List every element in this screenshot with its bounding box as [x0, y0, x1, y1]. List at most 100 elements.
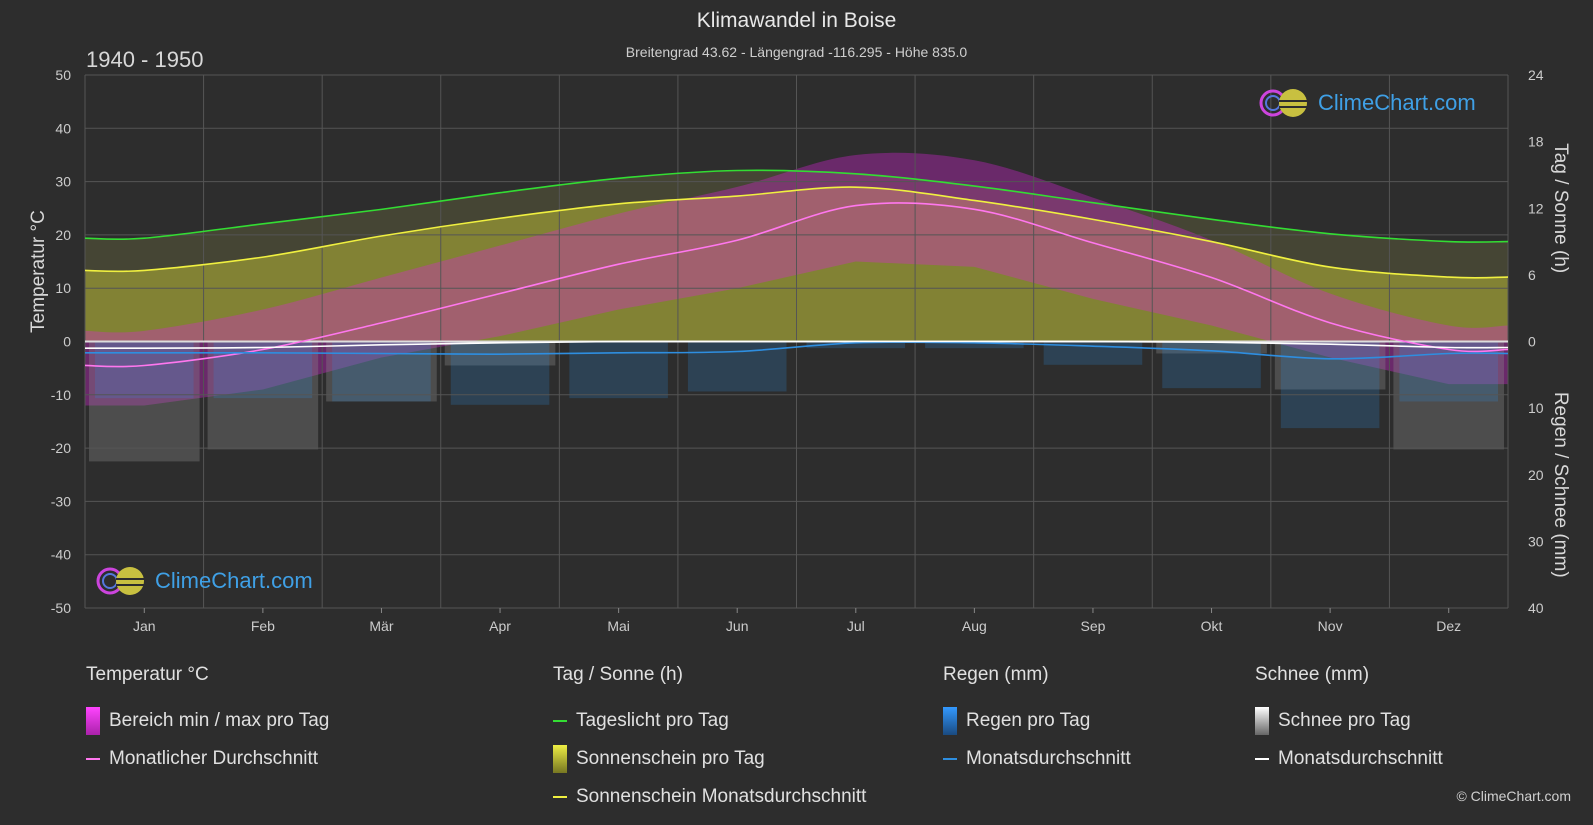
y-tick-label: 10 — [55, 280, 71, 296]
period-label: 1940 - 1950 — [86, 47, 204, 72]
y-tick-label: 20 — [55, 227, 71, 243]
rain-avg-line — [85, 341, 1509, 360]
legend-label: Monatsdurchschnitt — [1278, 748, 1443, 769]
chart-subtitle: Breitengrad 43.62 - Längengrad -116.295 … — [625, 44, 968, 60]
y-tick-label: 30 — [55, 174, 71, 190]
y3-tick-label: 40 — [1528, 600, 1544, 616]
logo-icon — [1259, 89, 1307, 117]
snow-avg-line — [84, 340, 1509, 350]
legend-label: Sonnenschein Monatsdurchschnitt — [576, 786, 867, 807]
legend-item: Monatlicher Durchschnitt — [86, 740, 329, 778]
rain-bar — [95, 341, 194, 399]
rain-bar — [1280, 341, 1380, 429]
line-swatch — [1255, 758, 1269, 760]
sunshine-swatch — [553, 745, 567, 773]
x-tick-label: Sep — [1080, 618, 1105, 634]
temperature-avg-line — [84, 202, 1509, 368]
x-tick-label: Jun — [726, 618, 749, 634]
legend-item: Sonnenschein Monatsdurchschnitt — [553, 778, 866, 816]
legend-label: Schnee pro Tag — [1278, 710, 1411, 731]
range-swatch — [86, 707, 100, 735]
legend-sun: Tag / Sonne (h) Tageslicht pro Tag Sonne… — [553, 664, 866, 816]
legend-heading: Schnee (mm) — [1255, 664, 1370, 685]
legend-temperature: Temperatur °C Bereich min / max pro Tag … — [86, 664, 329, 778]
legend-label: Monatsdurchschnitt — [966, 748, 1131, 769]
legend-item: Schnee pro Tag — [1255, 702, 1443, 740]
chart-title: Klimawandel in Boise — [696, 9, 897, 32]
y-tick-label: -20 — [51, 440, 71, 456]
sunshine-avg-line — [84, 186, 1509, 279]
y3-tick-label: 30 — [1528, 533, 1544, 549]
legend-label: Bereich min / max pro Tag — [109, 710, 330, 731]
chart-axes: 50 40 30 20 10 0 -10 -20 -30 -40 -50 24 18 12 6 0 10 20 30… — [28, 67, 1571, 634]
logo-bottom[interactable]: ClimeChart.com — [95, 564, 313, 598]
logo-text: ClimeChart.com — [155, 568, 313, 593]
line-swatch — [553, 796, 567, 798]
rain-bar — [213, 341, 313, 399]
logo-top[interactable]: ClimeChart.com — [1258, 86, 1476, 120]
y-axis-title: Temperatur °C — [28, 210, 49, 333]
y3-axis-title: Regen / Schnee (mm) — [1550, 392, 1571, 578]
line-swatch — [943, 758, 957, 760]
snow-bar — [326, 341, 437, 402]
x-tick-label: Jan — [133, 618, 156, 634]
x-tick-label: Apr — [489, 618, 511, 634]
y-tick-label: -50 — [51, 600, 71, 616]
rain-bar — [450, 341, 550, 405]
snow-bar — [1393, 341, 1504, 450]
y-tick-label: -10 — [51, 387, 71, 403]
snow-bar — [1274, 341, 1386, 390]
x-tick-label: Jul — [847, 618, 865, 634]
chart-lines — [84, 169, 1509, 368]
legend-heading: Temperatur °C — [86, 664, 209, 685]
legend-label: Monatlicher Durchschnitt — [109, 748, 319, 769]
legend-heading: Tag / Sonne (h) — [553, 664, 683, 685]
legend-label: Tageslicht pro Tag — [576, 710, 729, 731]
y-tick-label: 40 — [55, 120, 71, 136]
x-tick-label: Feb — [251, 618, 275, 634]
x-tick-label: Mai — [607, 618, 630, 634]
y2-axis-title: Tag / Sonne (h) — [1550, 143, 1571, 273]
y-tick-label: 50 — [55, 67, 71, 83]
y2-tick-label: 0 — [1528, 334, 1536, 350]
x-tick-label: Nov — [1318, 618, 1343, 634]
snow-bar — [1156, 341, 1267, 354]
legend-label: Regen pro Tag — [966, 710, 1091, 731]
rain-bar — [569, 341, 668, 399]
x-tick-label: Mär — [369, 618, 393, 634]
snow-swatch — [1255, 707, 1269, 735]
legend-item: Monatsdurchschnitt — [1255, 740, 1443, 778]
y2-tick-label: 24 — [1528, 67, 1544, 83]
copyright: © ClimeChart.com — [1456, 788, 1571, 804]
legend-snow: Schnee (mm) Schnee pro Tag Monatsdurchsc… — [1255, 664, 1443, 778]
line-swatch — [86, 758, 100, 760]
legend-item: Tageslicht pro Tag — [553, 702, 866, 740]
y2-tick-label: 12 — [1528, 200, 1544, 216]
y-tick-label: 0 — [63, 334, 71, 350]
y-tick-label: -30 — [51, 493, 71, 509]
x-tick-label: Okt — [1201, 618, 1223, 634]
legend-item: Bereich min / max pro Tag — [86, 702, 329, 740]
rain-bar — [806, 341, 906, 349]
logo-text: ClimeChart.com — [1318, 90, 1476, 115]
y3-tick-label: 10 — [1528, 400, 1544, 416]
snow-bar — [207, 341, 319, 450]
y3-tick-label: 20 — [1528, 467, 1544, 483]
rain-bar — [925, 341, 1024, 349]
x-tick-label: Dez — [1436, 618, 1461, 634]
rain-bar — [332, 341, 431, 402]
y-tick-label: -40 — [51, 547, 71, 563]
legend-item: Sonnenschein pro Tag — [553, 740, 866, 778]
legend-label: Sonnenschein pro Tag — [576, 748, 765, 769]
rain-swatch — [943, 707, 957, 735]
y2-tick-label: 18 — [1528, 134, 1544, 150]
x-tick-label: Aug — [962, 618, 987, 634]
legend-rain: Regen (mm) Regen pro Tag Monatsdurchschn… — [943, 664, 1131, 778]
logo-icon — [96, 567, 144, 595]
legend-item: Monatsdurchschnitt — [943, 740, 1131, 778]
daylight-line — [84, 169, 1509, 243]
y2-tick-label: 6 — [1528, 267, 1536, 283]
line-swatch — [553, 720, 567, 722]
legend-item: Regen pro Tag — [943, 702, 1131, 740]
